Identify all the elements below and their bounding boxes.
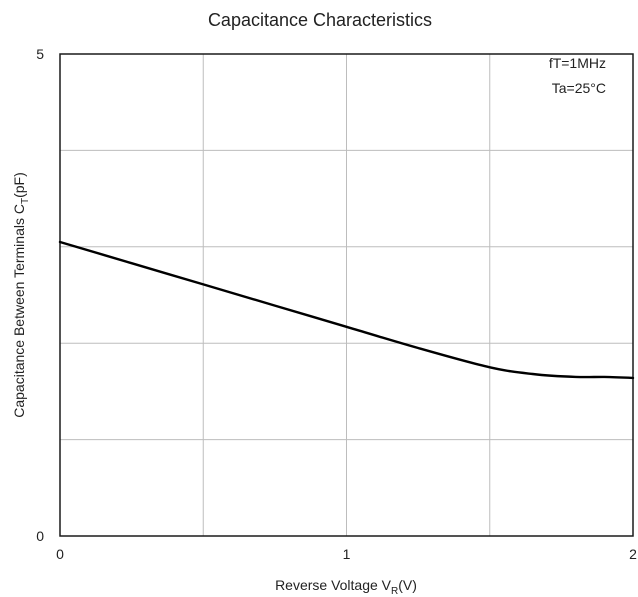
plot-frame: [59, 53, 634, 537]
y-axis-label-main: Capacitance Between Terminals C: [11, 204, 27, 418]
chart-title: Capacitance Characteristics: [208, 10, 432, 30]
tick-labels: 0 1 2 0 5: [36, 46, 637, 562]
x-tick-label-0: 0: [56, 546, 64, 562]
x-axis-label-unit: (V): [398, 577, 417, 593]
annotation-temperature: Ta=25°C: [552, 80, 606, 96]
x-tick-label-2: 2: [629, 546, 637, 562]
x-axis-label: Reverse Voltage VR(V): [275, 577, 417, 597]
y-axis-label: Capacitance Between Terminals CT(pF): [11, 172, 31, 418]
x-tick-label-1: 1: [343, 546, 351, 562]
y-axis-label-unit: (pF): [11, 172, 27, 198]
x-axis-label-main: Reverse Voltage V: [275, 577, 392, 593]
y-tick-label-0: 0: [36, 528, 44, 544]
annotation-frequency: fT=1MHz: [549, 55, 606, 71]
y-axis-label-subscript: T: [20, 198, 31, 204]
grid-lines: [60, 54, 633, 536]
y-tick-label-1: 5: [36, 46, 44, 62]
x-axis-label-subscript: R: [391, 586, 398, 597]
series-line-capacitance: [58, 240, 635, 380]
